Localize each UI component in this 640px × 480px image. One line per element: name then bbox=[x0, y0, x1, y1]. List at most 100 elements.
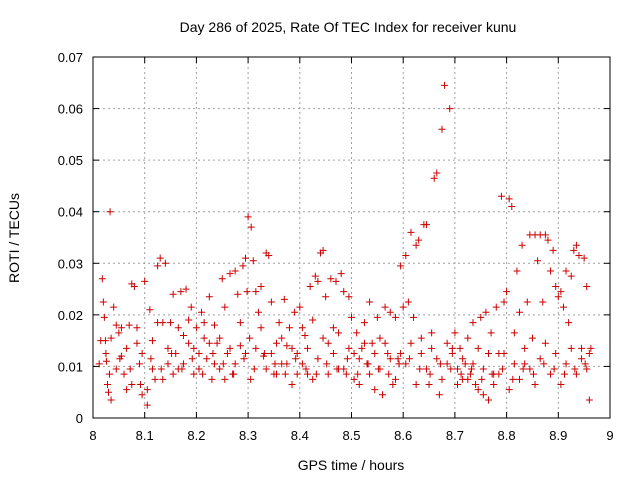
data-point-marker bbox=[547, 370, 555, 378]
data-point-marker bbox=[394, 355, 402, 363]
data-point-marker bbox=[464, 334, 472, 342]
data-point-marker bbox=[278, 334, 286, 342]
data-point-marker bbox=[376, 334, 384, 342]
data-point-marker bbox=[105, 388, 113, 396]
data-point-marker bbox=[242, 350, 250, 358]
data-point-marker bbox=[565, 319, 573, 327]
data-point-marker bbox=[572, 241, 580, 249]
data-point-marker bbox=[138, 350, 146, 358]
data-point-marker bbox=[242, 254, 250, 262]
data-point-marker bbox=[516, 308, 524, 316]
data-point-marker bbox=[210, 321, 218, 329]
data-point-marker bbox=[428, 329, 436, 337]
data-point-marker bbox=[179, 331, 187, 339]
data-point-marker bbox=[141, 277, 149, 285]
data-point-marker bbox=[412, 241, 420, 249]
data-point-marker bbox=[208, 375, 216, 383]
data-point-marker bbox=[312, 370, 320, 378]
data-point-marker bbox=[479, 391, 487, 399]
data-point-marker bbox=[216, 365, 224, 373]
data-point-marker bbox=[350, 350, 358, 358]
data-point-marker bbox=[190, 370, 198, 378]
data-point-marker bbox=[267, 298, 275, 306]
data-point-marker bbox=[332, 277, 340, 285]
data-point-marker bbox=[107, 334, 115, 342]
data-point-marker bbox=[519, 365, 527, 373]
data-point-marker bbox=[240, 355, 248, 363]
data-point-marker bbox=[366, 298, 374, 306]
data-point-marker bbox=[102, 357, 110, 365]
data-point-marker bbox=[314, 277, 322, 285]
data-point-marker bbox=[575, 252, 583, 260]
data-point-marker bbox=[410, 313, 418, 321]
data-point-marker bbox=[534, 257, 542, 265]
data-point-marker bbox=[254, 308, 262, 316]
data-point-marker bbox=[554, 293, 562, 301]
data-point-marker bbox=[516, 375, 524, 383]
data-point-marker bbox=[570, 246, 578, 254]
data-point-marker bbox=[198, 308, 206, 316]
data-point-marker bbox=[159, 375, 167, 383]
data-point-marker bbox=[500, 298, 508, 306]
data-point-marker bbox=[578, 344, 586, 352]
data-point-marker bbox=[469, 319, 477, 327]
x-tick-label: 8.3 bbox=[239, 428, 257, 443]
y-tick-label: 0.05 bbox=[58, 153, 83, 168]
data-point-marker bbox=[469, 360, 477, 368]
data-point-marker bbox=[422, 221, 430, 229]
data-point-marker bbox=[477, 313, 485, 321]
x-tick-label: 8.5 bbox=[342, 428, 360, 443]
data-point-marker bbox=[136, 360, 144, 368]
data-point-marker bbox=[249, 257, 257, 265]
data-point-marker bbox=[395, 360, 403, 368]
data-point-marker bbox=[246, 334, 254, 342]
data-point-marker bbox=[324, 339, 332, 347]
data-point-marker bbox=[271, 360, 279, 368]
data-point-marker bbox=[123, 386, 131, 394]
data-point-marker bbox=[426, 370, 434, 378]
data-point-marker bbox=[261, 350, 269, 358]
data-point-marker bbox=[404, 298, 412, 306]
data-point-marker bbox=[154, 262, 162, 270]
data-point-marker bbox=[226, 270, 234, 278]
data-point-marker bbox=[120, 370, 128, 378]
y-tick-label: 0.03 bbox=[58, 256, 83, 271]
data-point-marker bbox=[350, 375, 358, 383]
data-point-marker bbox=[205, 339, 213, 347]
data-point-marker bbox=[169, 370, 177, 378]
data-point-marker bbox=[179, 360, 187, 368]
data-point-marker bbox=[529, 370, 537, 378]
data-point-marker bbox=[100, 313, 108, 321]
data-point-marker bbox=[541, 339, 549, 347]
data-point-marker bbox=[236, 342, 244, 350]
data-point-marker bbox=[117, 324, 125, 332]
data-point-marker bbox=[157, 365, 165, 373]
data-point-marker bbox=[125, 321, 133, 329]
y-tick-label: 0.06 bbox=[58, 102, 83, 117]
data-point-marker bbox=[425, 380, 433, 388]
data-point-marker bbox=[209, 350, 217, 358]
data-point-marker bbox=[169, 290, 177, 298]
x-tick-label: 8.7 bbox=[446, 428, 464, 443]
data-point-marker bbox=[147, 355, 155, 363]
data-point-marker bbox=[99, 298, 107, 306]
data-point-marker bbox=[433, 355, 441, 363]
data-point-marker bbox=[252, 344, 260, 352]
data-point-marker bbox=[513, 267, 521, 275]
data-point-marker bbox=[381, 339, 389, 347]
data-point-marker bbox=[562, 360, 570, 368]
data-point-marker bbox=[107, 396, 115, 404]
data-point-marker bbox=[508, 203, 516, 211]
data-point-marker bbox=[288, 380, 296, 388]
data-point-marker bbox=[503, 288, 511, 296]
data-point-marker bbox=[314, 355, 322, 363]
data-point-marker bbox=[306, 282, 314, 290]
data-point-marker bbox=[97, 337, 105, 345]
data-point-marker bbox=[495, 370, 503, 378]
data-point-marker bbox=[407, 228, 415, 236]
data-point-marker bbox=[106, 208, 114, 216]
data-point-marker bbox=[164, 360, 172, 368]
data-point-marker bbox=[407, 339, 415, 347]
data-point-marker bbox=[461, 360, 469, 368]
data-point-marker bbox=[422, 365, 430, 373]
